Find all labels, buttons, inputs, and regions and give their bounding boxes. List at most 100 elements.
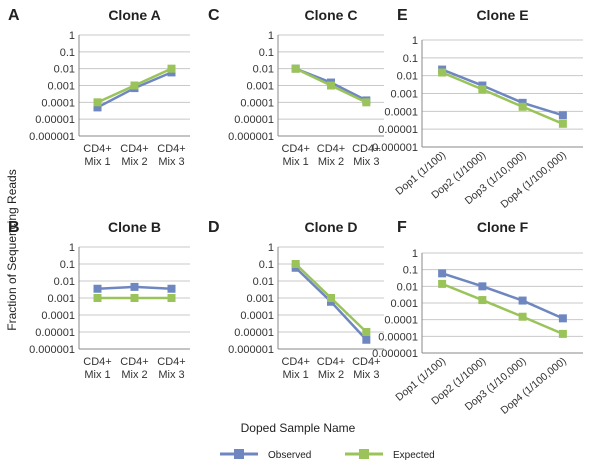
y-tick-label: 1 [268,30,274,42]
legend-expected-label: Expected [393,450,435,461]
x-tick-label: CD4+ [317,356,345,368]
panel-title: Clone D [305,219,358,235]
y-tick-label: 1 [69,242,75,254]
data-point-observed [558,111,567,120]
data-point-expected [167,294,176,302]
y-tick-label: 0.000001 [29,131,75,143]
x-tick-label: CD4+ [317,143,345,155]
panel-letter: C [208,7,220,24]
panel-a: A Clone A 1 0.1 0.01 0.001 0.0001 0.00001 0.0000… [8,7,190,168]
x-tick-label: CD4+ [120,143,148,155]
y-tick-label: 0.1 [403,53,418,65]
y-tick-label: 1 [268,242,274,254]
data-point-expected [518,312,527,321]
panel-title: Clone B [108,219,161,235]
panel-letter: D [208,219,220,236]
legend-observed-label: Observed [268,450,311,461]
y-tick-label: 0.1 [403,265,418,277]
panel-title: Clone E [476,7,528,23]
x-tick-label: CD4+ [157,356,185,368]
panel-letter: E [397,7,408,24]
y-tick-label: 0.01 [253,276,274,288]
y-tick-label: 0.000001 [372,142,418,154]
y-tick-label: 0.00001 [378,124,418,136]
data-point-expected [93,294,102,302]
panel-title: Clone A [108,7,160,23]
data-point-observed [478,282,487,291]
x-tick-label: Mix 3 [158,369,184,381]
y-tick-label: 0.01 [253,64,274,76]
y-axis-label: Fraction of Sequencing Reads [5,169,19,330]
y-tick-label: 1 [69,30,75,42]
x-tick-label: Mix 1 [283,156,309,168]
y-tick-label: 0.01 [54,276,75,288]
x-tick-label: Mix 2 [121,156,147,168]
data-point-observed [130,282,139,291]
data-point-expected [291,260,300,268]
y-tick-label: 1 [412,35,418,47]
x-tick-label: Mix 1 [84,369,110,381]
y-tick-label: 0.001 [246,81,274,93]
y-tick-label: 0.000001 [228,344,274,356]
y-tick-label: 0.000001 [228,131,274,143]
data-point-expected [167,64,176,73]
x-tick-label: Mix 2 [318,156,344,168]
data-point-observed [438,269,447,278]
data-point-expected [130,294,139,302]
x-tick-label: Mix 2 [318,369,344,381]
data-point-observed [93,284,102,293]
legend-expected-marker [359,449,369,459]
x-tick-label: Mix 3 [158,156,184,168]
data-point-expected [478,296,487,305]
x-tick-label: CD4+ [352,356,380,368]
x-tick-label: CD4+ [352,143,380,155]
y-tick-label: 1 [412,248,418,260]
data-point-expected [327,81,335,90]
data-point-expected [362,328,371,336]
y-tick-label: 0.000001 [372,348,418,360]
y-tick-label: 0.0001 [384,106,418,118]
x-tick-label: Mix 2 [121,369,147,381]
x-tick-label: CD4+ [83,143,111,155]
data-point-observed [558,314,567,323]
y-tick-label: 0.000001 [29,344,75,356]
y-tick-label: 0.01 [54,64,75,76]
y-tick-label: 0.0001 [41,310,75,322]
panel-letter: F [397,219,407,236]
y-tick-label: 0.00001 [234,114,274,126]
series-line-expected [441,71,564,125]
y-tick-label: 0.1 [259,259,274,271]
data-point-observed [362,335,371,344]
y-tick-label: 0.0001 [41,97,75,109]
x-tick-label: CD4+ [281,356,309,368]
data-point-observed [93,103,102,112]
series-line-expected [441,282,564,336]
data-point-expected [558,329,567,338]
y-tick-label: 0.001 [390,89,418,101]
data-point-expected [93,98,102,107]
x-tick-label: CD4+ [157,143,185,155]
series-line-observed [441,272,564,320]
x-tick-label: CD4+ [281,143,309,155]
y-tick-label: 0.0001 [384,315,418,327]
panel-c: C Clone C 1 0.1 0.01 0.001 0.0001 0.00001 0.0000… [208,7,384,168]
x-tick-label: CD4+ [120,356,148,368]
y-tick-label: 0.0001 [240,97,274,109]
y-tick-label: 0.001 [390,298,418,310]
x-tick-label: Mix 1 [283,369,309,381]
y-tick-label: 0.00001 [234,327,274,339]
y-tick-label: 0.001 [246,293,274,305]
data-point-expected [362,98,371,107]
y-tick-label: 0.00001 [35,327,75,339]
panel-title: Clone C [305,7,358,23]
y-tick-label: 0.1 [60,47,75,59]
x-axis-label: Doped Sample Name [241,421,356,435]
data-point-expected [291,64,300,73]
panel-letter: B [8,219,20,236]
y-tick-label: 0.00001 [35,114,75,126]
x-tick-label: Mix 3 [353,156,379,168]
panel-letter: A [8,7,20,24]
panel-d: D Clone D 1 0.1 0.01 0.001 0.0001 0.00001 0.0000… [208,219,384,381]
y-tick-label: 0.00001 [378,331,418,343]
